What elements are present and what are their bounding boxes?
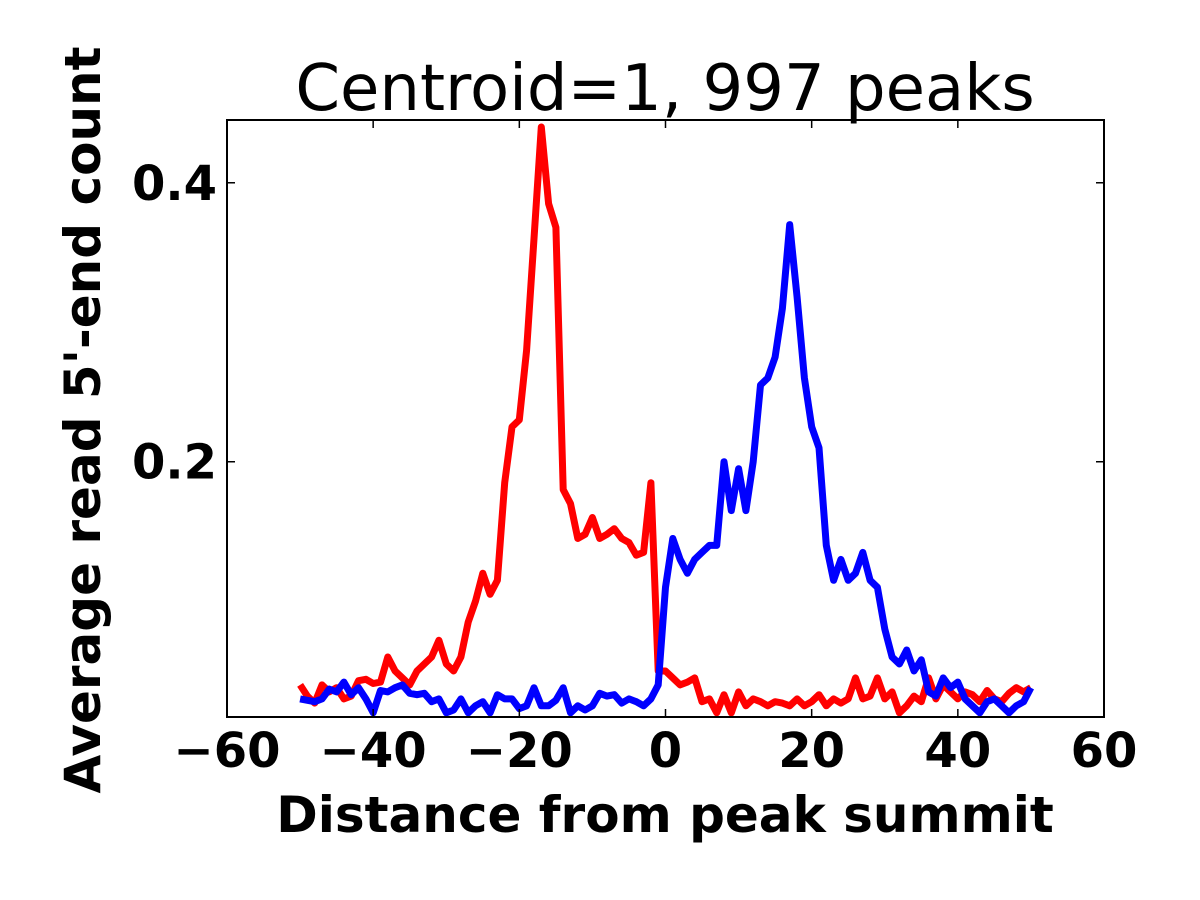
x-axis-label: Distance from peak summit	[276, 786, 1054, 844]
x-tick-label: −40	[320, 723, 427, 779]
x-tick-label: 40	[924, 723, 991, 779]
axis-ticks: −60 −40 −20 0 20 40 60 0.2 0.4	[132, 120, 1137, 779]
y-axis-label: Average read 5'-end count	[54, 46, 112, 793]
x-tick-label: 60	[1071, 723, 1138, 779]
series-line-1	[297, 123, 1033, 717]
x-tick-label: 0	[649, 723, 682, 779]
x-tick-label: 20	[778, 723, 845, 779]
x-tick-label: −60	[173, 723, 280, 779]
y-tick-label: 0.2	[132, 435, 217, 491]
x-tick-label: −20	[466, 723, 573, 779]
y-tick-label: 0.4	[132, 156, 217, 212]
plot-lines	[297, 123, 1035, 717]
series-line-2	[299, 221, 1035, 717]
chart-title: Centroid=1, 997 peaks	[295, 52, 1034, 126]
